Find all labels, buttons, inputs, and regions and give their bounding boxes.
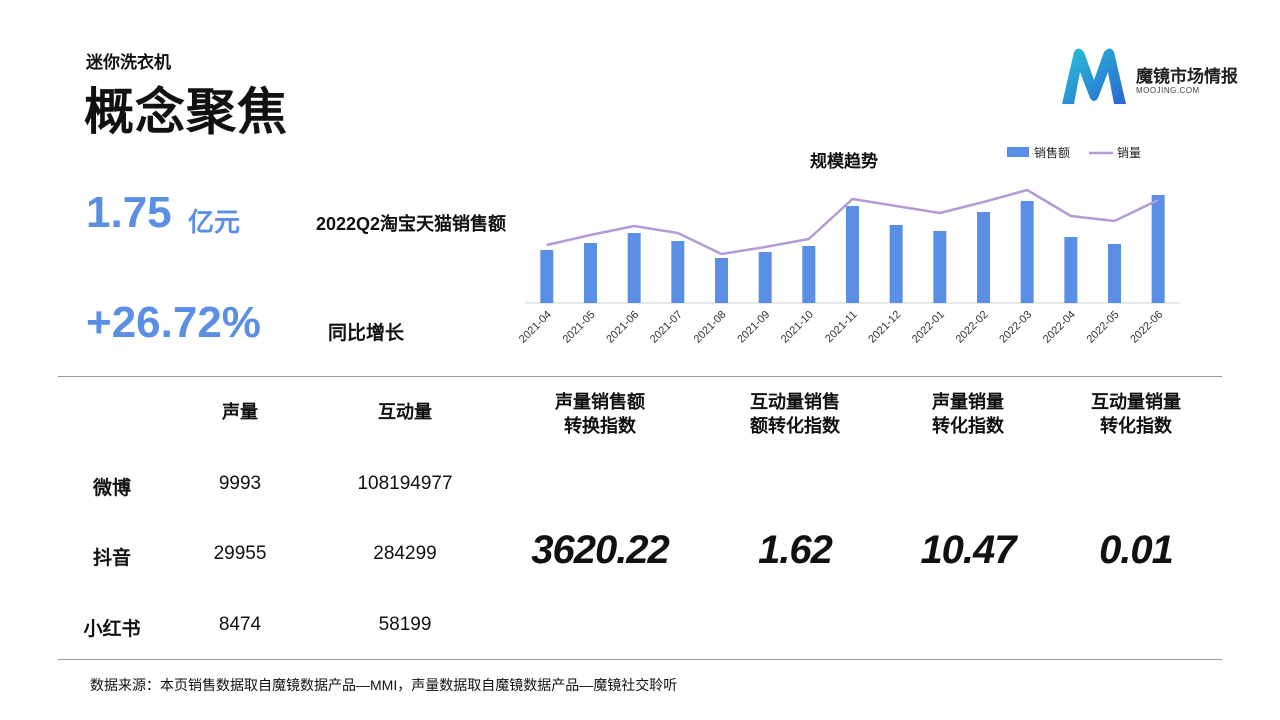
- bar-2022-04: [1064, 237, 1078, 303]
- page-title: 概念聚焦: [84, 84, 288, 140]
- data-source-note: 数据来源：本页销售数据取自魔镜数据产品—MMI，声量数据取自魔镜数据产品—魔镜社…: [90, 677, 678, 693]
- cell-weibo-interaction: 108194977: [357, 473, 453, 494]
- x-tick-label: 2022-06: [1128, 309, 1165, 346]
- bar-2021-07: [671, 241, 685, 303]
- legend-label-line: 销量: [1117, 146, 1141, 160]
- bar-2021-04: [540, 250, 554, 303]
- bar-2021-12: [889, 225, 903, 303]
- legend-label-bar: 销售额: [1034, 145, 1070, 160]
- x-tick-label: 2021-06: [604, 309, 641, 346]
- bar-2022-06: [1151, 195, 1165, 303]
- index-value-interaction-sales: 1.62: [758, 528, 833, 572]
- sales-unit: 亿元: [188, 207, 241, 237]
- bar-2021-05: [584, 243, 597, 303]
- growth-value: +26.72%: [86, 298, 261, 347]
- moojing-logo-icon: [1062, 48, 1126, 104]
- x-tick-label: 2021-08: [692, 309, 729, 346]
- x-tick-label: 2022-05: [1085, 309, 1122, 346]
- index-value-volume-quantity: 10.47: [920, 528, 1016, 572]
- x-tick-label: 2021-04: [517, 309, 554, 346]
- legend-swatch-bar: [1007, 147, 1029, 157]
- x-tick-label: 2022-03: [997, 309, 1034, 346]
- header-interaction: 互动量: [378, 402, 432, 422]
- table-top-divider: [58, 376, 1222, 377]
- x-tick-label: 2021-12: [866, 309, 903, 346]
- x-tick-label: 2022-02: [954, 309, 991, 346]
- sales-value: 1.75: [86, 188, 172, 237]
- row-label-douyin: 抖音: [92, 548, 131, 569]
- x-tick-label: 2022-01: [910, 309, 947, 346]
- bar-2021-11: [846, 206, 859, 303]
- chart-title: 规模趋势: [810, 151, 878, 171]
- cell-douyin-volume: 29955: [213, 543, 267, 564]
- bar-2022-05: [1108, 244, 1121, 303]
- brand-name: 魔镜市场情报: [1136, 67, 1238, 86]
- growth-label: 同比增长: [328, 323, 405, 344]
- cell-xiaohongshu-interaction: 58199: [378, 614, 432, 635]
- bar-2021-09: [758, 252, 772, 303]
- row-label-xiaohongshu: 小红书: [83, 619, 141, 640]
- header-index-3: 声量销量 转化指数: [932, 392, 1004, 436]
- cell-weibo-volume: 9993: [218, 473, 262, 494]
- x-tick-label: 2021-11: [823, 309, 859, 345]
- cell-xiaohongshu-volume: 8474: [218, 614, 262, 635]
- header-index-2: 互动量销售 额转化指数: [750, 392, 840, 436]
- line-series-销量: [546, 188, 1159, 256]
- x-tick-label: 2022-04: [1041, 309, 1078, 346]
- x-tick-label: 2021-07: [648, 309, 685, 346]
- bar-2022-01: [933, 231, 947, 303]
- index-value-volume-sales: 3620.22: [531, 528, 670, 572]
- table-bottom-divider: [58, 659, 1222, 660]
- page-subtitle: 迷你洗衣机: [86, 53, 171, 72]
- x-tick-label: 2021-09: [735, 309, 772, 346]
- x-tick-label: 2021-05: [561, 309, 598, 346]
- row-label-weibo: 微博: [92, 478, 131, 499]
- bar-2021-10: [802, 246, 816, 303]
- x-tick-label: 2021-10: [779, 309, 816, 346]
- index-value-interaction-quantity: 0.01: [1099, 528, 1174, 572]
- bar-2021-06: [627, 233, 641, 303]
- bar-2022-03: [1020, 201, 1034, 303]
- sales-label: 2022Q2淘宝天猫销售额: [316, 214, 507, 234]
- bar-2021-08: [715, 258, 728, 303]
- header-index-4: 互动量销量 转化指数: [1091, 392, 1181, 436]
- header-volume: 声量: [222, 402, 258, 422]
- bar-2022-02: [977, 212, 990, 303]
- brand-url: MOOJING.COM: [1136, 86, 1200, 95]
- header-index-1: 声量销售额 转换指数: [555, 392, 645, 436]
- cell-douyin-interaction: 284299: [373, 543, 437, 564]
